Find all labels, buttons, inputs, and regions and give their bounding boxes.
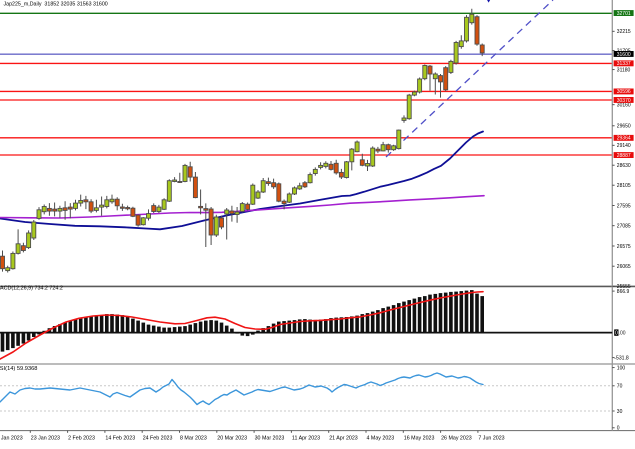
svg-text:866.9: 866.9 xyxy=(617,289,630,295)
svg-text:2 Feb 2023: 2 Feb 2023 xyxy=(68,436,95,442)
svg-text:0: 0 xyxy=(617,426,620,432)
svg-text:30160: 30160 xyxy=(617,103,631,109)
svg-text:32215: 32215 xyxy=(617,29,631,35)
svg-text:0: 0 xyxy=(615,330,618,336)
svg-text:31337: 31337 xyxy=(617,61,631,67)
svg-text:.00: .00 xyxy=(619,330,626,336)
svg-text:26 May 2023: 26 May 2023 xyxy=(441,436,472,442)
svg-text:24 Feb 2023: 24 Feb 2023 xyxy=(143,436,173,442)
svg-text:30370: 30370 xyxy=(617,98,631,104)
svg-text:4 May 2023: 4 May 2023 xyxy=(367,436,395,442)
svg-text:32701: 32701 xyxy=(617,11,631,17)
svg-text:26065: 26065 xyxy=(617,264,631,270)
svg-text:29364: 29364 xyxy=(617,136,631,142)
svg-text:28630: 28630 xyxy=(617,163,631,169)
svg-text:30 Mar 2023: 30 Mar 2023 xyxy=(255,436,285,442)
svg-text:25555: 25555 xyxy=(617,284,631,290)
svg-text:27595: 27595 xyxy=(617,203,631,209)
svg-text:30: 30 xyxy=(617,409,623,415)
svg-text:Jap225_m,Daily 31852 32035 31: Jap225_m,Daily 31852 32035 31563 31600 xyxy=(4,1,108,7)
svg-text:13 Jan 2023: 13 Jan 2023 xyxy=(0,436,23,442)
svg-text:7 Jun 2023: 7 Jun 2023 xyxy=(478,436,504,442)
svg-text:RSI(14) 59.9368: RSI(14) 59.9368 xyxy=(0,366,37,372)
svg-text:20 Mar 2023: 20 Mar 2023 xyxy=(217,436,247,442)
svg-text:28105: 28105 xyxy=(617,183,631,189)
svg-text:29140: 29140 xyxy=(617,143,631,149)
svg-text:11 Apr 2023: 11 Apr 2023 xyxy=(292,436,320,442)
svg-text:MACD(12,26,9) 734.2 724.2: MACD(12,26,9) 734.2 724.2 xyxy=(0,286,63,292)
svg-text:31600: 31600 xyxy=(617,52,631,58)
svg-text:31180: 31180 xyxy=(617,67,631,73)
svg-text:21 Apr 2023: 21 Apr 2023 xyxy=(329,436,358,442)
svg-text:30596: 30596 xyxy=(617,89,631,95)
svg-text:29650: 29650 xyxy=(617,124,631,130)
svg-text:27085: 27085 xyxy=(617,224,631,230)
svg-text:16 May 2023: 16 May 2023 xyxy=(404,436,435,442)
svg-text:28887: 28887 xyxy=(617,153,631,159)
svg-text:-531.8: -531.8 xyxy=(614,356,629,362)
svg-text:8 Mar 2023: 8 Mar 2023 xyxy=(180,436,207,442)
svg-text:70: 70 xyxy=(617,384,623,390)
svg-text:23 Jan 2023: 23 Jan 2023 xyxy=(31,436,60,442)
svg-text:100: 100 xyxy=(617,365,626,371)
svg-text:14 Feb 2023: 14 Feb 2023 xyxy=(105,436,135,442)
svg-text:26575: 26575 xyxy=(617,244,631,250)
